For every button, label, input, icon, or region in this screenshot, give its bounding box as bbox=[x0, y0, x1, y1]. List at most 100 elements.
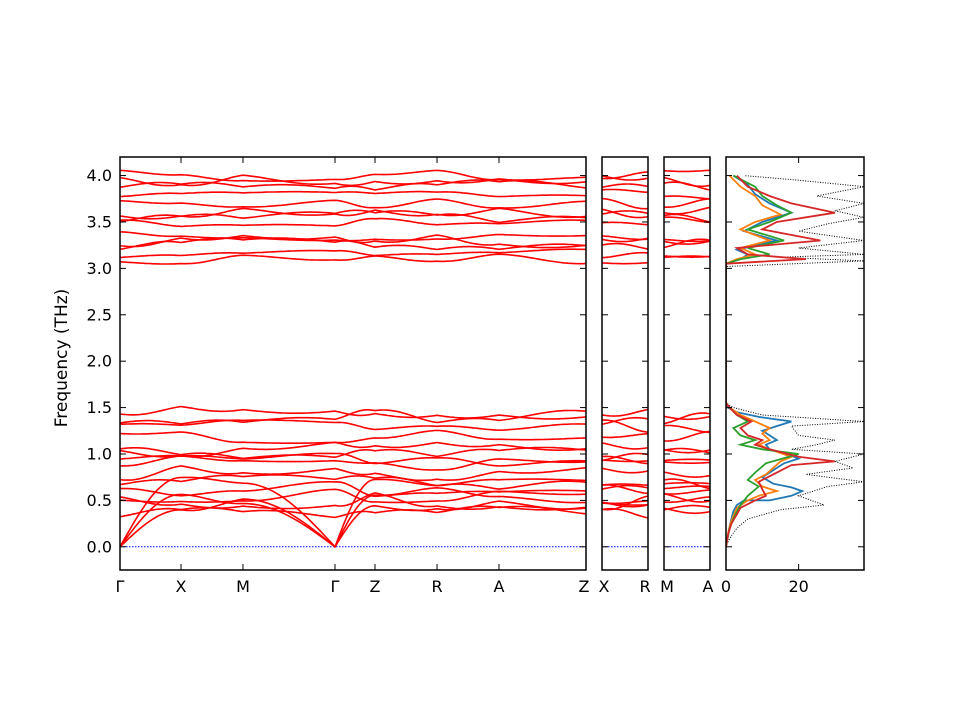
band-line bbox=[602, 261, 648, 265]
band-line bbox=[602, 251, 648, 259]
band-line bbox=[120, 217, 586, 228]
band-line bbox=[120, 498, 586, 548]
dos-total-line bbox=[726, 175, 864, 547]
y-axis: 0.0 0.5 1.0 1.5 2.0 2.5 3.0 3.5 4.0 bbox=[87, 166, 112, 556]
band-line bbox=[664, 415, 710, 421]
band-line bbox=[602, 188, 648, 194]
band-line bbox=[602, 197, 648, 210]
band-line bbox=[664, 176, 710, 188]
band-line bbox=[664, 478, 710, 490]
dos-lines bbox=[726, 174, 864, 547]
y-tick-label: 0.5 bbox=[87, 491, 112, 510]
band-line bbox=[664, 496, 710, 504]
band-panels: 0.00.51.01.52.02.53.03.54.0Γ X M Γ Z R A Z X R M A bbox=[87, 156, 714, 596]
band-line bbox=[602, 500, 648, 505]
y-tick-label: 1.5 bbox=[87, 398, 112, 417]
y-tick-label: 3.0 bbox=[87, 259, 112, 278]
x-tick-label: Z bbox=[370, 577, 381, 596]
band-line bbox=[120, 190, 586, 198]
band-line bbox=[120, 231, 586, 242]
dos-x-tick-label: 0 bbox=[721, 577, 731, 596]
band-lines bbox=[664, 169, 710, 548]
band-line bbox=[120, 492, 586, 511]
x-tick-label: M bbox=[236, 577, 250, 596]
panel-frame bbox=[601, 156, 649, 571]
band-line bbox=[664, 461, 710, 464]
band-line bbox=[120, 207, 586, 220]
band-line bbox=[120, 209, 586, 224]
band-line bbox=[602, 507, 648, 519]
band-line bbox=[120, 441, 586, 458]
band-line bbox=[664, 471, 710, 478]
dos-projected-line bbox=[726, 174, 799, 547]
x-tick-label: X bbox=[176, 577, 187, 596]
band-line bbox=[602, 221, 648, 226]
band-line bbox=[602, 235, 648, 241]
band-line bbox=[664, 430, 710, 442]
y-axis-title-group: Frequency (THz) bbox=[52, 289, 72, 428]
dos-panel: 0 20 bbox=[721, 156, 865, 596]
band-line bbox=[602, 432, 648, 439]
band-line bbox=[120, 409, 586, 425]
band-line bbox=[664, 255, 710, 259]
dos-frame bbox=[725, 156, 865, 571]
band-line bbox=[664, 458, 710, 462]
band-line bbox=[602, 242, 648, 250]
x-tick-label: M bbox=[660, 577, 674, 596]
dos-projected-line bbox=[726, 174, 836, 547]
band-line bbox=[664, 206, 710, 215]
y-tick-label: 2.0 bbox=[87, 352, 112, 371]
band-line bbox=[602, 455, 648, 465]
band-line bbox=[602, 175, 648, 181]
band-line bbox=[602, 442, 648, 450]
band-line bbox=[120, 465, 586, 482]
y-tick-label: 2.5 bbox=[87, 305, 112, 324]
band-line bbox=[120, 169, 586, 182]
x-tick-label: A bbox=[494, 577, 505, 596]
band-panel-1 bbox=[119, 156, 587, 571]
x-tick-label: Z bbox=[579, 577, 590, 596]
band-line bbox=[120, 198, 586, 209]
band-line bbox=[120, 253, 586, 265]
band-line bbox=[120, 488, 586, 504]
band-line bbox=[602, 208, 648, 219]
x-tick-label: Γ bbox=[116, 577, 125, 596]
band-line bbox=[120, 174, 586, 187]
x-tick-label: A bbox=[703, 577, 714, 596]
y-tick-label: 4.0 bbox=[87, 166, 112, 185]
band-line bbox=[120, 405, 586, 420]
band-lines bbox=[602, 171, 648, 548]
band-line bbox=[120, 505, 586, 519]
band-line bbox=[664, 448, 710, 454]
y-tick-label: 0.0 bbox=[87, 537, 112, 556]
dos-projected-line bbox=[726, 174, 805, 547]
band-line bbox=[664, 424, 710, 434]
x-tick-label: R bbox=[639, 577, 650, 596]
band-line bbox=[664, 169, 710, 173]
band-line bbox=[664, 412, 710, 425]
band-line bbox=[120, 486, 586, 549]
band-panel-3 bbox=[663, 156, 711, 571]
band-line bbox=[602, 452, 648, 462]
band-line bbox=[602, 459, 648, 463]
band-line bbox=[120, 476, 586, 549]
band-line bbox=[120, 480, 586, 498]
band-line bbox=[120, 429, 586, 444]
band-line bbox=[602, 483, 648, 486]
dos-projected-line bbox=[726, 174, 794, 547]
x-tick-label: R bbox=[431, 577, 442, 596]
y-tick-label: 1.0 bbox=[87, 444, 112, 463]
band-line bbox=[602, 171, 648, 180]
band-line bbox=[602, 484, 648, 490]
x-tick-label: X bbox=[599, 577, 610, 596]
band-line bbox=[664, 240, 710, 245]
band-line bbox=[602, 183, 648, 188]
panel-frame bbox=[119, 156, 587, 571]
band-line bbox=[120, 248, 586, 259]
band-line bbox=[120, 446, 586, 460]
band-line bbox=[664, 216, 710, 224]
band-line bbox=[664, 198, 710, 208]
band-line bbox=[664, 504, 710, 511]
